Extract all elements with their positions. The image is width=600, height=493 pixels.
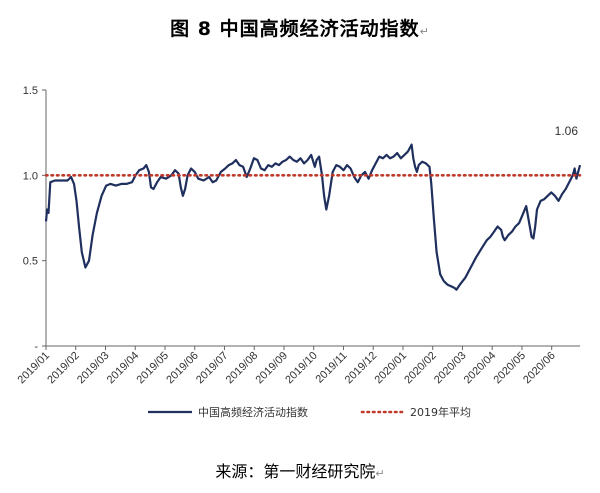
x-tick-label: 2019/03 [75, 350, 112, 387]
x-tick-label: 2019/07 [194, 350, 231, 387]
x-tick-label: 2020/03 [432, 350, 469, 387]
x-tick-label: 2019/10 [283, 350, 320, 387]
chart-title: 图 8 中国高频经济活动指数↵ [0, 14, 600, 41]
paragraph-mark: ↵ [375, 467, 385, 480]
y-axis-ticks: - 0.5 1.0 1.5 [23, 85, 46, 353]
source-note: 来源：第一财经研究院↵ [0, 458, 600, 482]
legend-label-index: 中国高频经济活动指数 [198, 405, 308, 419]
y-tick-label: 1.0 [23, 170, 38, 182]
x-tick-label: 2019/05 [135, 350, 172, 387]
source-text: 来源：第一财经研究院 [215, 462, 376, 481]
x-tick-label: 2020/06 [521, 350, 558, 387]
legend-label-average: 2019年平均 [410, 405, 471, 419]
x-tick-label: 2019/09 [253, 350, 290, 387]
y-tick-label: 1.5 [23, 85, 38, 97]
x-tick-label: 2020/01 [372, 350, 409, 387]
last-value-label: 1.06 [555, 124, 579, 138]
chart-series [44, 143, 582, 291]
x-tick-label: 2019/02 [45, 350, 82, 387]
y-tick-label: - [34, 341, 38, 353]
x-tick-label: 2019/12 [343, 350, 380, 387]
x-tick-label: 2019/08 [224, 350, 261, 387]
x-tick-label: 2020/05 [491, 350, 528, 387]
x-tick-label: 2019/04 [105, 350, 142, 387]
chart-title-text: 图 8 中国高频经济活动指数 [170, 18, 420, 40]
x-tick-label: 2020/04 [462, 350, 499, 387]
activity-index-line [44, 143, 582, 291]
y-tick-label: 0.5 [23, 256, 38, 268]
x-tick-label: 2019/01 [16, 350, 53, 387]
x-tick-label: 2020/02 [402, 350, 439, 387]
paragraph-mark: ↵ [419, 25, 430, 38]
chart-annotation: 1.06 [555, 124, 579, 138]
x-tick-label: 2019/06 [164, 350, 201, 387]
x-axis-ticks: 2019/012019/022019/032019/042019/052019/… [16, 346, 558, 386]
chart-axes [45, 90, 580, 347]
chart-legend: 中国高频经济活动指数 2019年平均 [148, 405, 471, 419]
